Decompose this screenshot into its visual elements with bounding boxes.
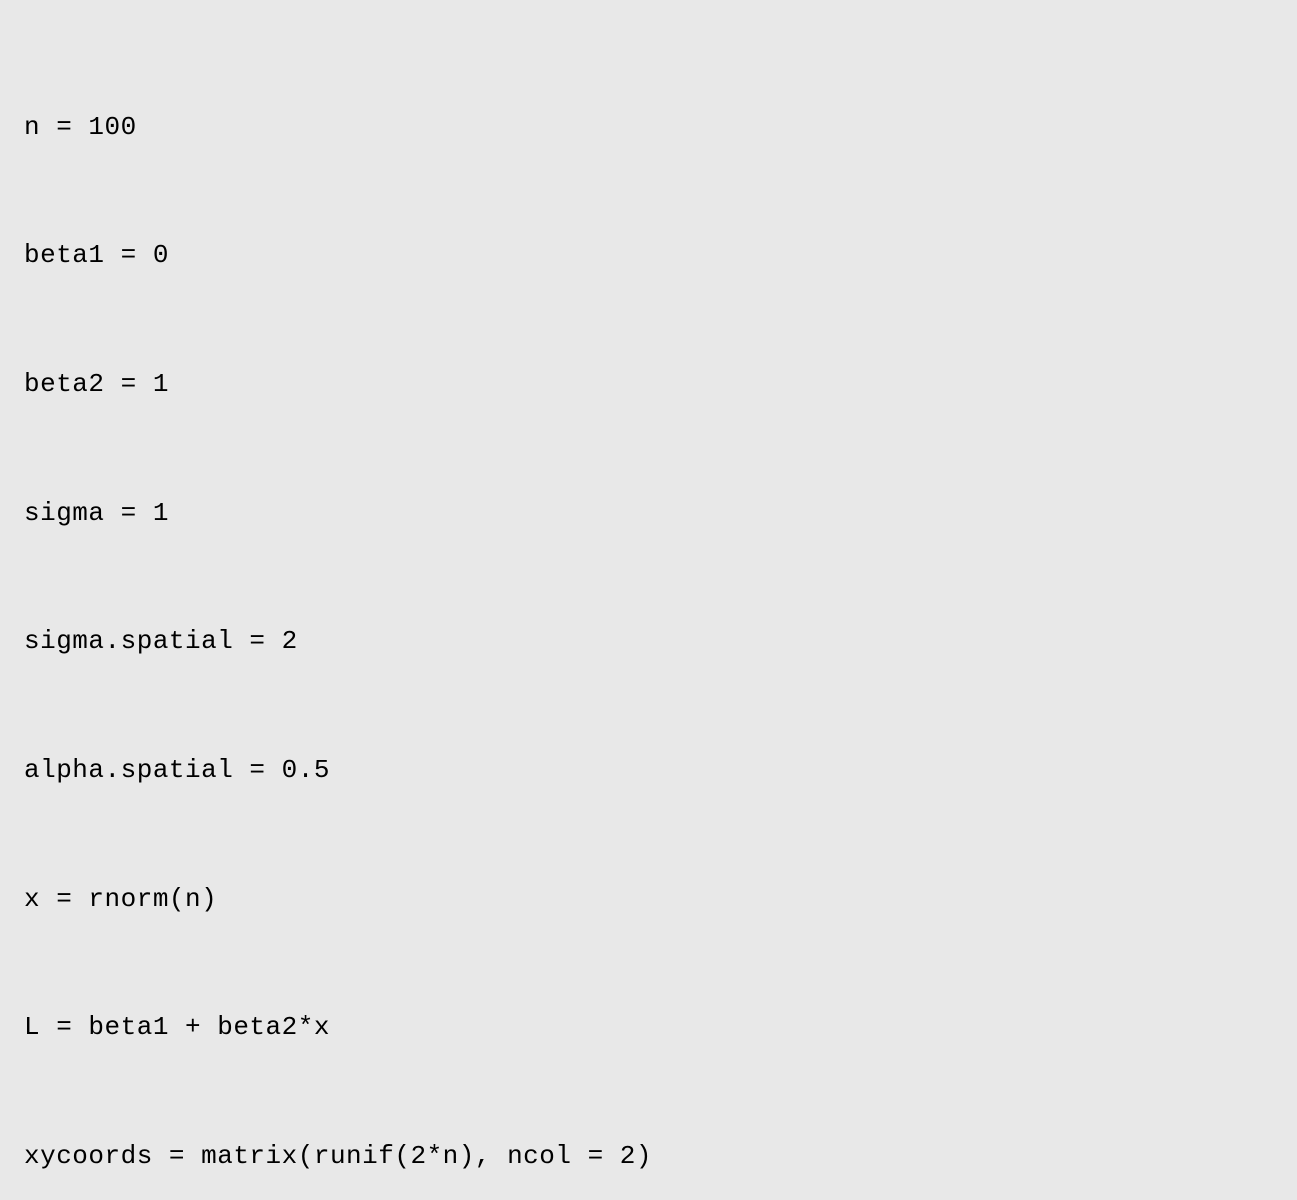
code-line: beta2 = 1 <box>24 363 1273 406</box>
code-line: xycoords = matrix(runif(2*n), ncol = 2) <box>24 1135 1273 1178</box>
code-line: beta1 = 0 <box>24 234 1273 277</box>
code-line: n = 100 <box>24 106 1273 149</box>
code-line: sigma.spatial = 2 <box>24 620 1273 663</box>
code-line: x = rnorm(n) <box>24 878 1273 921</box>
code-line: alpha.spatial = 0.5 <box>24 749 1273 792</box>
code-line: L = beta1 + beta2*x <box>24 1006 1273 1049</box>
code-block: n = 100 beta1 = 0 beta2 = 1 sigma = 1 si… <box>24 20 1273 1200</box>
code-line: sigma = 1 <box>24 492 1273 535</box>
